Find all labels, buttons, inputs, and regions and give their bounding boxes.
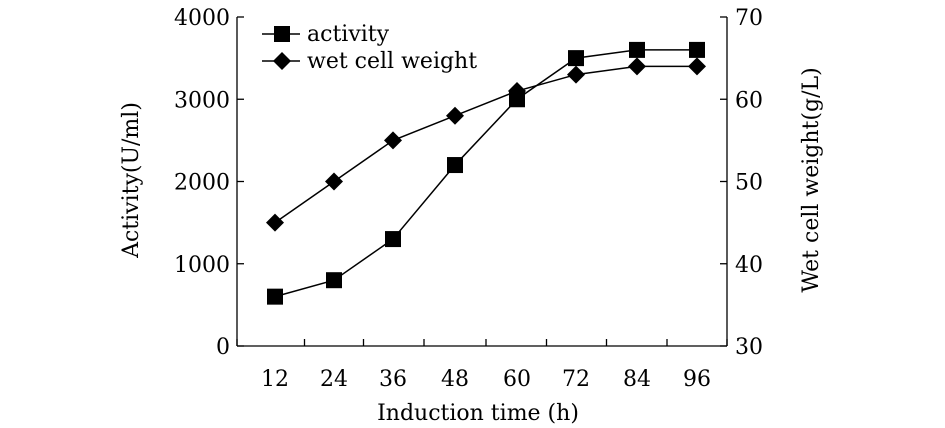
- y-tick-label-left: 0: [216, 335, 230, 360]
- legend-diamond-marker: [273, 52, 291, 70]
- activity-point: [689, 41, 705, 58]
- y-tick-label-right: 30: [735, 335, 763, 360]
- y-tick-label-right: 70: [735, 6, 763, 31]
- wet-cell-weight-point: [688, 57, 706, 76]
- y-tick-label-left: 4000: [174, 6, 230, 31]
- wet-cell-weight-point: [446, 106, 464, 125]
- activity-point: [629, 41, 645, 58]
- y-tick-label-left: 1000: [174, 253, 230, 278]
- x-axis-title: Induction time (h): [377, 401, 579, 426]
- activity-point: [326, 272, 342, 289]
- wet-cell-weight-point: [384, 131, 402, 150]
- series-line-wet-cell-weight: [274, 65, 697, 224]
- activity-point: [568, 50, 584, 67]
- x-tick-label: 12: [261, 367, 289, 392]
- legend-label-wet-cell-weight: wet cell weight: [307, 49, 477, 74]
- wet-cell-weight-point: [628, 57, 646, 76]
- wet-cell-weight-point: [325, 172, 343, 191]
- y-tick-label-left: 3000: [174, 88, 230, 113]
- x-tick-label: 48: [441, 367, 469, 392]
- y-tick-label-left: 2000: [174, 171, 230, 196]
- wet-cell-weight-point: [266, 213, 284, 232]
- activity-point: [385, 231, 401, 248]
- x-tick-label: 72: [562, 367, 590, 392]
- x-tick-label: 36: [379, 367, 407, 392]
- x-tick-label: 96: [683, 367, 711, 392]
- series-activity: [267, 41, 705, 305]
- axes: 0 1000 2000 3000 4000 30 40 50 60 70 12 24 36 48 60 72 8…: [174, 6, 763, 392]
- wet-cell-weight-point: [567, 65, 585, 84]
- y-tick-label-right: 60: [735, 88, 763, 113]
- series-wet-cell-weight: [266, 57, 706, 232]
- legend-square-marker: [274, 26, 290, 42]
- y-tick-label-right: 40: [735, 253, 763, 278]
- x-tick-label: 84: [623, 367, 651, 392]
- y-tick-label-right: 50: [735, 171, 763, 196]
- series-layer: [266, 41, 706, 305]
- x-tick-label: 60: [503, 367, 531, 392]
- legend-label-activity: activity: [307, 22, 390, 47]
- y-axis-title-right: Wet cell weight(g/L): [799, 67, 824, 292]
- wet-cell-weight-point: [508, 82, 526, 101]
- series-line-activity: [274, 49, 697, 298]
- x-tick-label: 24: [320, 367, 348, 392]
- activity-point: [447, 157, 463, 174]
- activity-point: [267, 288, 283, 305]
- y-axis-title-left: Activity(U/ml): [119, 102, 144, 259]
